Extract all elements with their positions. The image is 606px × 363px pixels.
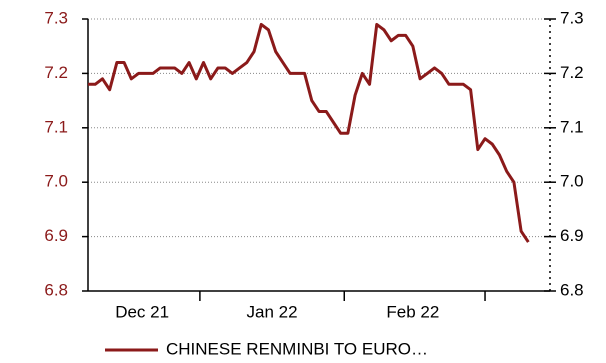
y-tick-label: 7.0	[44, 172, 68, 191]
y2-tick-label: 7.1	[560, 117, 584, 136]
y2-tick-label: 6.8	[560, 280, 584, 299]
y-tick-label: 7.3	[44, 8, 68, 27]
x-tick-label: Dec 21	[115, 302, 169, 321]
y-tick-label: 7.1	[44, 117, 68, 136]
legend-label: CHINESE RENMINBI TO EURO…	[166, 339, 428, 358]
y-tick-label: 6.8	[44, 280, 68, 299]
y2-tick-label: 6.9	[560, 226, 584, 245]
y-tick-label: 6.9	[44, 226, 68, 245]
y2-tick-label: 7.2	[560, 63, 584, 82]
series-line	[88, 22, 530, 243]
y2-tick-label: 7.3	[560, 8, 584, 27]
x-tick-label: Jan 22	[247, 302, 298, 321]
y-tick-label: 7.2	[44, 63, 68, 82]
y2-tick-label: 7.0	[560, 172, 584, 191]
x-tick-label: Feb 22	[386, 302, 439, 321]
